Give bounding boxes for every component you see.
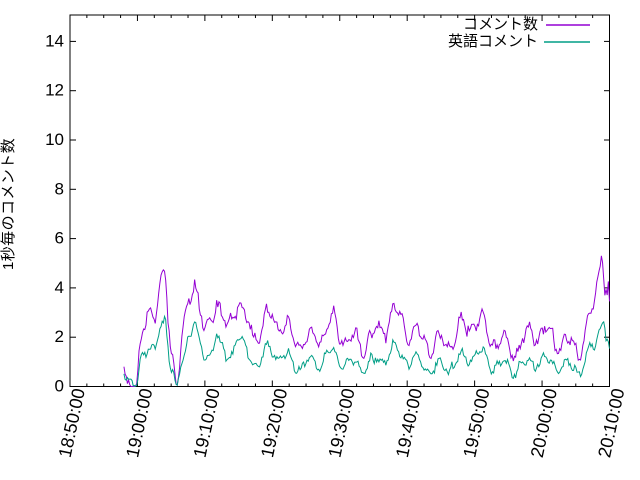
svg-text:1秒毎のコメント数: 1秒毎のコメント数: [0, 138, 17, 270]
svg-text:英語コメント: 英語コメント: [448, 32, 538, 50]
svg-text:コメント数: コメント数: [463, 16, 538, 33]
svg-text:8: 8: [55, 179, 64, 198]
svg-text:6: 6: [55, 229, 64, 248]
svg-text:14: 14: [45, 31, 64, 50]
svg-text:10: 10: [45, 130, 64, 149]
svg-text:0: 0: [55, 377, 64, 396]
svg-text:12: 12: [45, 81, 64, 100]
svg-text:2: 2: [55, 327, 64, 346]
svg-text:4: 4: [55, 278, 64, 297]
